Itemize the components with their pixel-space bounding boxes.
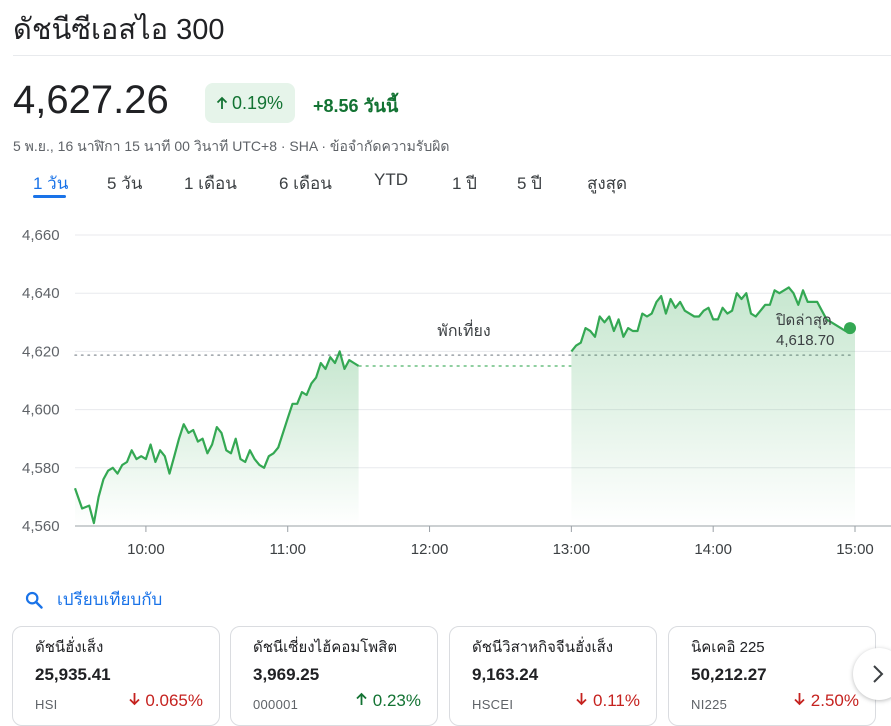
x-tick-label: 11:00	[270, 541, 306, 558]
page-title: ดัชนีซีเอสไอ 300	[13, 14, 225, 46]
card-change: 0.065%	[128, 691, 203, 711]
card-symbol: 000001	[253, 697, 299, 712]
compare-button[interactable]: เปรียบเทียบกับ	[25, 586, 162, 613]
card-value: 50,212.27	[691, 665, 767, 684]
lunch-break-label: พักเที่ยง	[437, 319, 490, 340]
card-change-value: 0.23%	[372, 691, 421, 710]
tab-5-day[interactable]: 5 วัน	[107, 174, 143, 193]
card-value: 9,163.24	[472, 665, 539, 684]
last-price-dot	[844, 322, 856, 335]
card-value: 3,969.25	[253, 665, 320, 684]
y-tick-label: 4,620	[22, 343, 60, 360]
series-area-afternoon	[571, 287, 855, 526]
card-value: 25,935.41	[35, 665, 111, 684]
card-name: ดัชนีฮั่งเส็ง	[35, 639, 104, 656]
arrow-up-icon	[356, 692, 367, 705]
price-chart[interactable]: 4,560 4,580 4,600 4,620 4,640 4,660 10:00 11:00…	[0, 215, 891, 570]
compare-label: เปรียบเทียบกับ	[57, 590, 163, 609]
x-tick-label: 14:00	[694, 541, 732, 558]
quote-meta: 5 พ.ย., 16 นาฬิกา 15 นาที 00 วินาที UTC+…	[13, 138, 450, 154]
card-change-value: 0.065%	[145, 691, 203, 710]
arrow-down-icon	[794, 693, 805, 706]
tab-5-year[interactable]: 5 ปี	[517, 174, 542, 193]
x-tick-label: 12:00	[411, 541, 449, 558]
y-tick-label: 4,640	[22, 285, 60, 302]
tab-max[interactable]: สูงสุด	[587, 174, 628, 193]
related-index-card-hsi[interactable]: ดัชนีฮั่งเส็ง 25,935.41 HSI 0.065%	[12, 626, 220, 726]
tab-1-day[interactable]: 1 วัน	[33, 174, 69, 193]
arrow-up-icon	[216, 96, 228, 109]
percent-change-value: 0.19%	[232, 92, 284, 113]
related-index-card-hscei[interactable]: ดัชนีวิสาหกิจจีนฮั่งเส็ง 9,163.24 HSCEI …	[449, 626, 657, 726]
y-tick-label: 4,660	[22, 227, 60, 244]
tab-1-month[interactable]: 1 เดือน	[184, 174, 237, 193]
card-symbol: HSI	[35, 697, 58, 712]
card-change: 0.23%	[355, 691, 421, 711]
tab-1-year[interactable]: 1 ปี	[452, 174, 477, 193]
last-close-label: ปิดล่าสุด	[775, 312, 832, 330]
card-name: ดัชนีวิสาหกิจจีนฮั่งเส็ง	[472, 639, 614, 656]
absolute-change: +8.56 วันนี้	[313, 96, 399, 116]
series-line-afternoon	[570, 286, 855, 353]
related-index-card-sse[interactable]: ดัชนีเซี่ยงไฮ้คอมโพสิต 3,969.25 000001 0…	[230, 626, 438, 726]
search-icon	[25, 591, 43, 609]
series-line-morning	[73, 350, 360, 525]
chevron-right-icon	[873, 665, 884, 683]
y-tick-label: 4,580	[22, 460, 60, 477]
active-tab-indicator	[33, 195, 66, 198]
x-tick-label: 15:00	[836, 541, 874, 558]
carousel-next-button[interactable]	[853, 648, 891, 700]
current-price: 4,627.26	[13, 78, 169, 122]
related-index-card-nikkei[interactable]: นิคเคอิ 225 50,212.27 NI225 2.50%	[668, 626, 876, 726]
series-area-morning	[75, 351, 359, 526]
header-divider	[13, 55, 891, 56]
tab-ytd[interactable]: YTD	[374, 170, 408, 189]
percent-change-badge: 0.19%	[205, 83, 296, 123]
card-symbol: HSCEI	[472, 697, 514, 712]
arrow-down-icon	[128, 693, 140, 706]
x-tick-label: 13:00	[553, 541, 591, 558]
card-name: นิคเคอิ 225	[691, 639, 765, 656]
card-change: 2.50%	[793, 691, 859, 711]
y-tick-label: 4,600	[22, 402, 60, 419]
arrow-down-icon	[576, 693, 587, 706]
card-change-value: 2.50%	[810, 691, 859, 710]
card-change-value: 0.11%	[593, 691, 640, 710]
x-tick-label: 10:00	[127, 541, 165, 558]
card-symbol: NI225	[691, 697, 728, 712]
tab-6-month[interactable]: 6 เดือน	[279, 174, 332, 193]
card-change: 0.11%	[575, 691, 640, 711]
y-tick-label: 4,560	[22, 518, 60, 535]
card-name: ดัชนีเซี่ยงไฮ้คอมโพสิต	[253, 639, 398, 656]
last-close-value: 4,618.70	[776, 332, 834, 349]
